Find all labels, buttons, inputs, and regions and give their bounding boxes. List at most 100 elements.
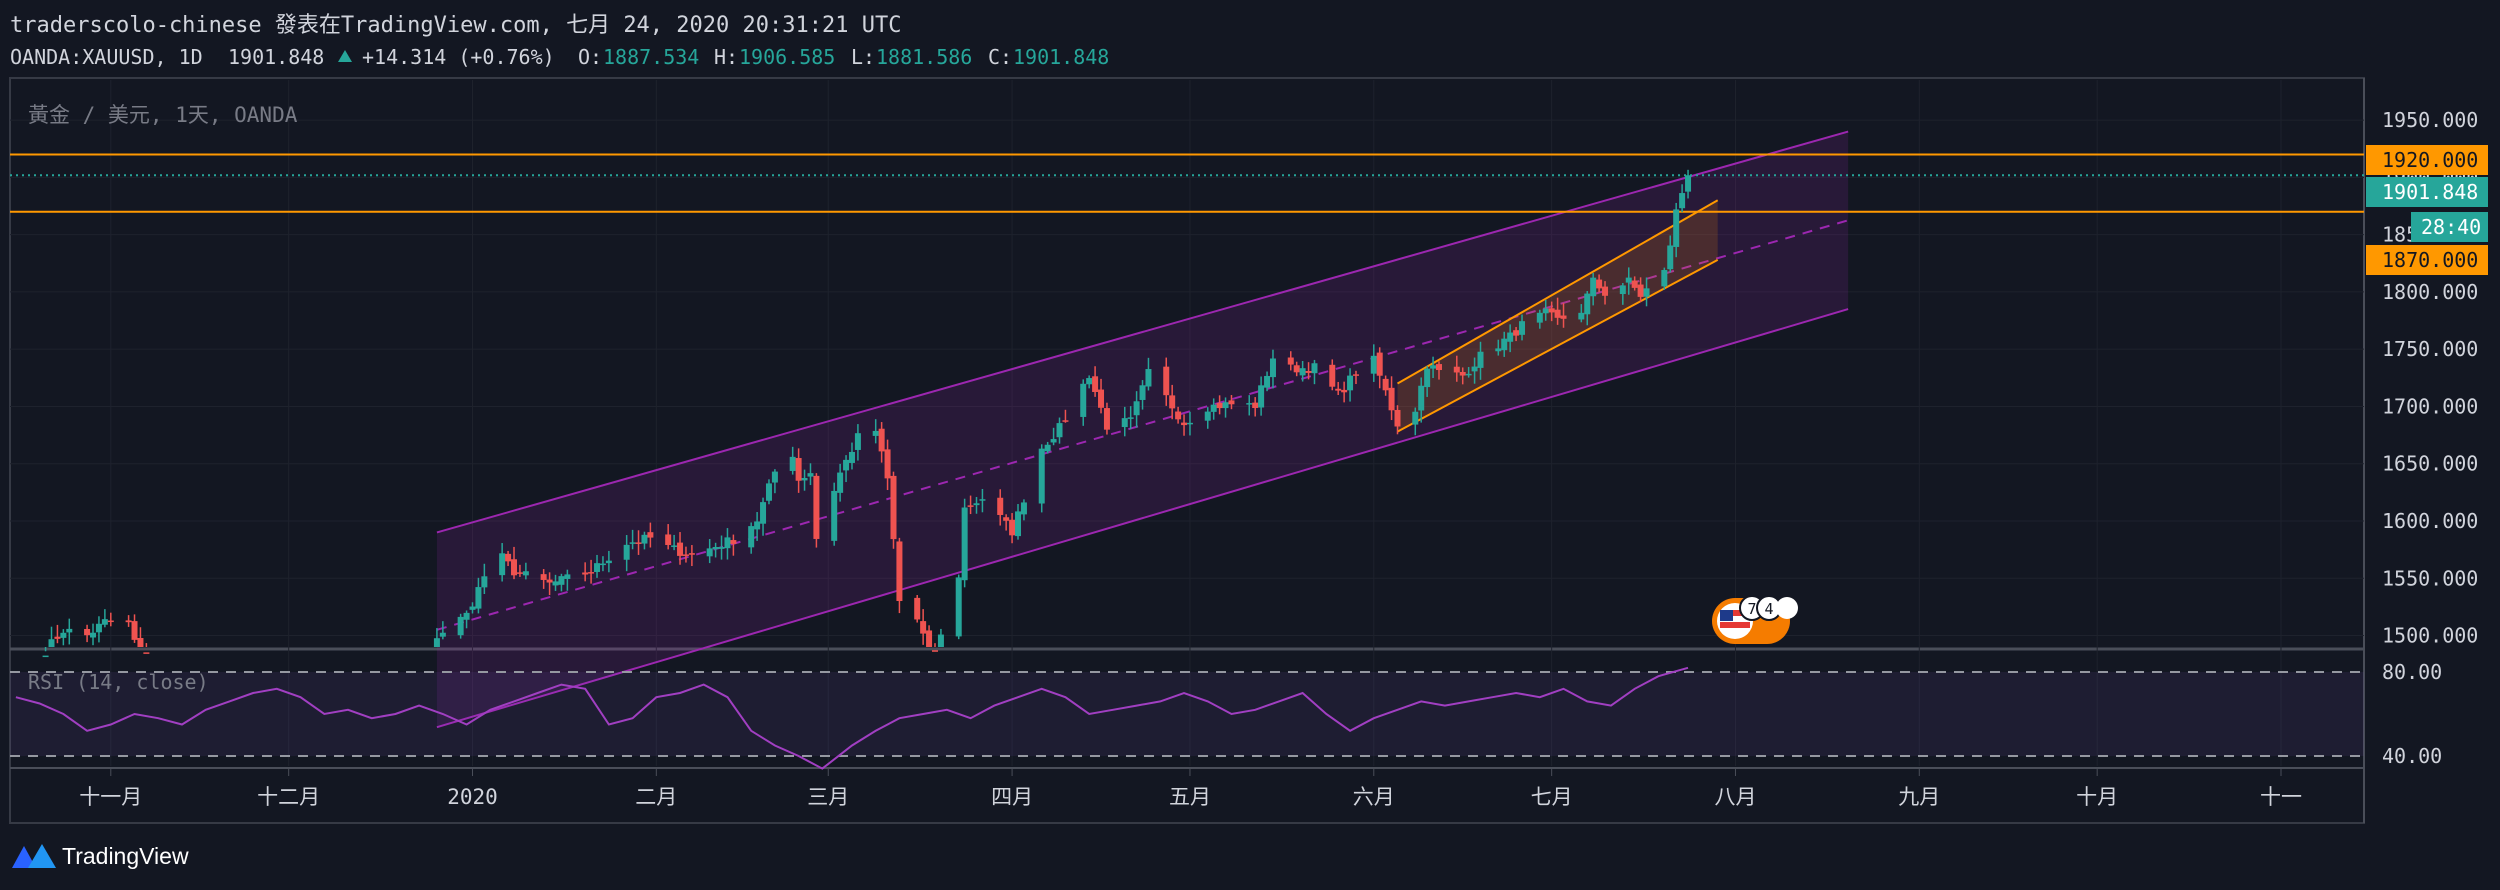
candle-body <box>463 612 470 620</box>
candle-body <box>1477 351 1484 368</box>
candle-body <box>682 554 689 556</box>
candle <box>1625 267 1632 295</box>
candle-body <box>1258 385 1265 408</box>
high-label: H: <box>714 45 738 69</box>
candle <box>647 522 654 548</box>
candle-body <box>1412 411 1419 425</box>
candle-body <box>795 458 802 481</box>
candle-body <box>1619 285 1626 295</box>
candle-body <box>101 619 108 625</box>
candle <box>677 532 684 565</box>
candle <box>712 542 719 558</box>
candle <box>1430 356 1437 379</box>
candle-body <box>582 572 589 575</box>
candle-body <box>730 540 737 544</box>
candle <box>1376 347 1383 389</box>
candle-body <box>629 542 636 544</box>
candle <box>1086 375 1093 389</box>
candle <box>1631 276 1638 291</box>
time-axis[interactable]: 十一月 十二月 2020 二月 三月 四月 五月 六月 七月 八月 九月 十月 十一 <box>79 768 2302 809</box>
candle-body <box>854 433 861 450</box>
candle-body <box>1418 385 1425 411</box>
candle <box>682 546 689 563</box>
candle <box>1471 357 1478 384</box>
candle-body <box>1584 293 1591 315</box>
candle <box>789 446 796 475</box>
candle <box>1578 304 1585 323</box>
pane-label: 黃金 / 美元, 1天, OANDA <box>28 103 298 127</box>
candle <box>967 495 974 515</box>
candle-body <box>1098 389 1105 408</box>
time-tick-label: 十二月 <box>257 785 320 809</box>
candle-body <box>896 541 903 602</box>
candle <box>1216 395 1223 415</box>
candle <box>582 562 589 582</box>
candle-body <box>1685 175 1692 192</box>
candle-body <box>1667 245 1674 270</box>
candle-body <box>594 563 601 572</box>
candle <box>1560 303 1567 328</box>
candle-body <box>1430 365 1437 369</box>
upper-level-tag-text: 1920.000 <box>2382 148 2478 172</box>
candle-body <box>789 456 796 471</box>
candle-body <box>671 545 678 547</box>
candle <box>1015 504 1022 540</box>
candle <box>1418 377 1425 423</box>
open-label: O: <box>578 45 602 69</box>
close-label: C: <box>988 45 1012 69</box>
candle <box>1252 397 1259 417</box>
candle-body <box>1293 365 1300 373</box>
candle-body <box>1181 422 1188 426</box>
candle <box>605 550 612 573</box>
candle-body <box>1175 411 1182 420</box>
tradingview-logo[interactable]: TradingView <box>12 843 189 869</box>
candle <box>979 488 986 513</box>
candle-body <box>771 471 778 483</box>
candle-body <box>1548 308 1555 313</box>
candle <box>1459 367 1466 385</box>
event-badge[interactable]: 7 4 <box>1712 595 1798 644</box>
rsi-pane[interactable] <box>10 666 2364 770</box>
big-channel-fill <box>436 131 1849 728</box>
candle-body <box>1661 270 1668 287</box>
candle-body <box>1376 352 1383 376</box>
price-pane[interactable] <box>10 130 2364 729</box>
candle <box>1536 309 1543 329</box>
candle-body <box>1352 374 1359 376</box>
candle <box>973 496 980 514</box>
candle <box>1133 391 1140 428</box>
header-symbol[interactable]: OANDA:XAUUSD, 1D <box>10 45 203 69</box>
candle-body <box>1299 368 1306 376</box>
candle-body <box>1471 366 1478 372</box>
candle-body <box>60 632 67 638</box>
candle <box>1222 397 1229 418</box>
candle-body <box>1536 312 1543 323</box>
candle <box>1299 360 1306 382</box>
candle-body <box>605 560 612 564</box>
candle <box>997 489 1004 526</box>
candle-body <box>1121 418 1128 428</box>
candle <box>1121 406 1128 437</box>
candle <box>1465 367 1472 378</box>
candle-body <box>125 620 132 623</box>
price-tick-label: 1750.000 <box>2382 337 2478 361</box>
candle <box>1062 409 1069 423</box>
candle-body <box>1080 383 1087 417</box>
time-tick-label: 2020 <box>447 785 498 809</box>
candle <box>48 626 55 647</box>
candle-body <box>588 572 595 574</box>
candle <box>594 554 601 578</box>
candle-body <box>1252 402 1259 409</box>
candle <box>1685 169 1692 199</box>
candle <box>765 479 772 505</box>
candle-body <box>107 620 114 623</box>
candle-body <box>937 634 944 647</box>
candle <box>1163 357 1170 406</box>
candle <box>1519 314 1526 341</box>
header-last-price: 1901.848 <box>228 45 324 69</box>
candle <box>1542 299 1549 321</box>
candle-body <box>754 521 761 530</box>
candle-body <box>95 623 102 633</box>
countdown-tag-text: 28:40 <box>2421 215 2481 239</box>
